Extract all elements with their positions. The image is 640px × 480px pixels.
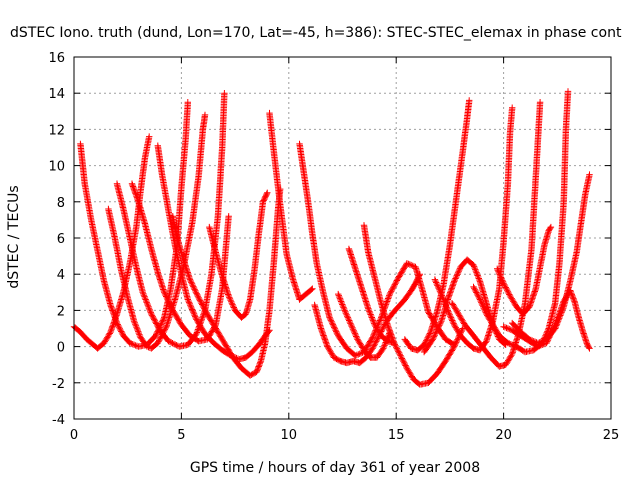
series-markers	[360, 222, 466, 388]
series-9	[266, 109, 316, 303]
series-markers	[77, 99, 191, 350]
series-markers	[431, 104, 516, 354]
data-points	[70, 88, 593, 388]
x-axis-label: GPS time / hours of day 361 of year 2008	[190, 460, 480, 476]
series-22	[494, 223, 555, 318]
y-tick-label: -2	[52, 377, 65, 392]
series-markers	[311, 271, 423, 367]
x-tick-label: 15	[388, 428, 405, 443]
y-tick-label: 0	[57, 341, 65, 356]
series-18	[448, 99, 544, 370]
series-5	[154, 142, 273, 363]
series-3	[105, 111, 209, 352]
series-17	[431, 104, 516, 354]
series-2	[77, 99, 191, 350]
series-markers	[154, 142, 273, 363]
y-tick-label: 12	[48, 123, 65, 138]
series-markers	[448, 99, 544, 370]
series-markers	[266, 109, 316, 303]
x-tick-label: 5	[177, 428, 185, 443]
y-tick-label: 14	[48, 87, 65, 102]
x-tick-label: 10	[281, 428, 298, 443]
y-tick-label: 16	[48, 51, 65, 66]
series-21	[500, 287, 593, 352]
series-markers	[169, 185, 284, 379]
series-13	[345, 245, 398, 347]
y-axis-label: dSTEC / TECUs	[6, 185, 22, 288]
series-markers	[206, 189, 271, 321]
x-tick-label: 25	[603, 428, 620, 443]
axis-ticks: 0 5 10 15 20 25 -4 -2 0 2 4 6 8 10 12 14 16	[48, 51, 619, 443]
series-11	[311, 271, 423, 367]
series-markers	[500, 287, 593, 352]
y-tick-label: 2	[57, 304, 65, 319]
y-tick-label: 4	[57, 268, 65, 283]
chart-title: dSTEC Iono. truth (dund, Lon=170, Lat=-4…	[10, 25, 622, 41]
y-tick-label: 8	[57, 196, 65, 211]
series-8	[206, 189, 271, 321]
series-markers	[470, 88, 572, 356]
series-markers	[296, 140, 458, 359]
series-markers	[345, 245, 398, 347]
series-10	[296, 140, 458, 359]
y-tick-label: 6	[57, 232, 65, 247]
series-markers	[105, 111, 209, 352]
series-markers	[401, 97, 473, 354]
x-tick-label: 0	[70, 428, 78, 443]
series-19	[470, 88, 572, 356]
series-14	[360, 222, 466, 388]
series-7	[169, 185, 284, 379]
y-tick-label: 10	[48, 160, 65, 175]
series-15	[401, 97, 473, 354]
x-tick-label: 20	[495, 428, 512, 443]
series-markers	[494, 223, 555, 318]
y-tick-label: -4	[52, 413, 65, 428]
